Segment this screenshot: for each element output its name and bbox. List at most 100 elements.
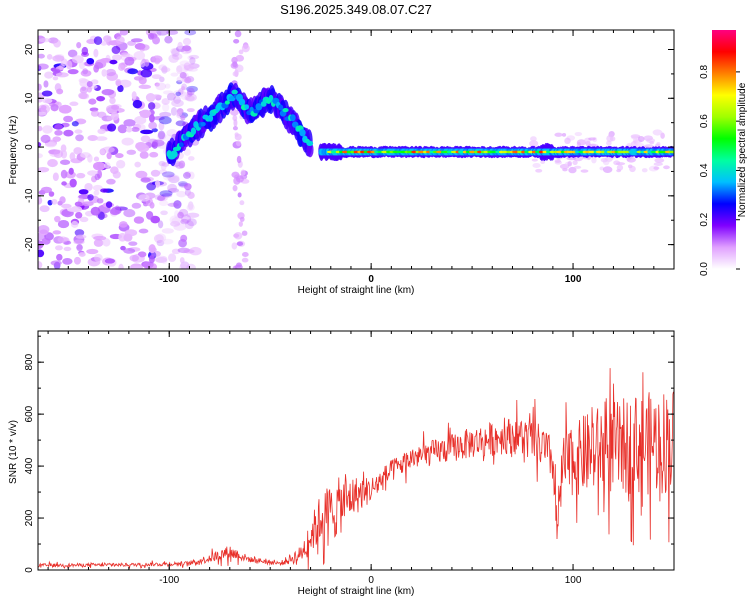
spectrogram-speckle: [235, 54, 245, 62]
spectrogram-speckle: [186, 64, 195, 70]
spectrogram-speckle: [161, 162, 170, 167]
spectrogram-speckle: [100, 188, 109, 193]
spectrogram-speckle: [52, 55, 65, 62]
spectrogram-speckle: [188, 171, 195, 180]
spectrogram-speckle: [163, 174, 176, 181]
spectrogram-speckle: [139, 151, 149, 159]
spectrogram-speckle: [189, 56, 196, 65]
spectrogram-speckle: [149, 247, 157, 252]
spectrogram-speckle: [180, 234, 188, 242]
spectrogram-speckle: [111, 104, 120, 110]
spectrogram-speckle: [166, 92, 176, 101]
spectrogram-speckle: [616, 164, 624, 171]
spectrogram-speckle: [176, 65, 183, 75]
spectrogram-speckle: [154, 194, 167, 201]
spectrogram-speckle: [81, 201, 94, 207]
spectrogram-speckle: [157, 195, 165, 202]
spectrogram-speckle: [93, 36, 103, 45]
spectrogram-speckle: [241, 257, 249, 263]
spectrogram-speckle: [151, 74, 162, 80]
spectrogram-speckle: [38, 125, 43, 132]
spectrogram-speckle: [38, 142, 42, 147]
snr-axes: -100 0 100 0 200 400 600 800: [24, 331, 675, 586]
spectrogram-speckle: [148, 121, 158, 130]
spectrogram-speckle: [56, 253, 63, 261]
spectrogram-speckle: [232, 115, 238, 122]
x-tick-label: 100: [565, 575, 582, 586]
spectrogram-speckle: [591, 157, 597, 164]
spectrogram-xlabel: Height of straight line (km): [298, 285, 415, 296]
colorbar-gradient: [712, 30, 736, 269]
spectrogram-speckle: [94, 62, 104, 70]
spectrogram-speckle: [653, 162, 663, 166]
spectrogram-speckle: [147, 32, 155, 40]
spectrogram-speckle: [183, 148, 191, 156]
spectrogram-speckle: [187, 191, 195, 199]
spectrogram-speckle: [240, 169, 246, 176]
spectrogram-speckle: [73, 256, 81, 265]
spectrogram-speckle: [59, 159, 71, 165]
spectrogram-speckle: [175, 91, 182, 97]
colorbar-tick-label: 0.2: [699, 212, 710, 226]
spectrogram-speckle: [145, 93, 156, 102]
spectrogram-speckle: [131, 91, 137, 100]
spectrogram-speckle: [184, 30, 197, 36]
spectrogram-speckle: [51, 198, 58, 205]
spectrogram-speckle: [135, 170, 148, 179]
spectrogram-speckle: [133, 51, 146, 60]
spectrogram-speckle: [150, 169, 161, 177]
spectrogram-speckle: [157, 220, 164, 229]
spectrogram-speckle: [63, 129, 74, 137]
spectrogram-speckle: [93, 156, 100, 162]
spectrogram-speckle: [179, 72, 187, 79]
colorbar-tick-label: 0.6: [699, 114, 710, 128]
spectrogram-speckle: [111, 54, 122, 61]
spectrogram-speckle: [75, 211, 83, 219]
spectrogram-speckle: [75, 234, 87, 239]
spectrogram-speckle: [101, 88, 115, 96]
arc-blob: [306, 142, 314, 158]
spectrogram-speckle: [241, 44, 250, 53]
spectrogram-speckle: [606, 135, 614, 142]
spectrogram-speckle: [53, 39, 61, 48]
spectrogram-speckle: [151, 55, 163, 63]
spectrogram-speckle: [131, 126, 140, 132]
spectrogram-speckle: [101, 69, 107, 77]
spectrogram-speckle: [232, 126, 238, 131]
spectrogram-speckle: [149, 202, 155, 209]
spectrogram-speckle: [86, 57, 95, 65]
x-tick-label: -100: [159, 274, 179, 285]
spectrogram-speckle: [138, 124, 146, 131]
spectrogram-speckle: [97, 211, 105, 221]
spectrogram-speckle: [78, 252, 86, 257]
spectrogram-speckle: [57, 236, 68, 243]
spectrogram-speckle: [159, 190, 173, 197]
spectrogram-speckle: [106, 152, 112, 160]
spectrogram-speckle: [90, 79, 99, 85]
spectrogram-speckle: [149, 114, 155, 123]
spectrogram-speckle: [186, 90, 193, 98]
spectrogram-speckle: [184, 76, 192, 84]
spectrogram-speckle: [70, 220, 79, 228]
spectrogram-speckle: [588, 137, 596, 141]
spectrogram-speckle: [189, 54, 200, 60]
spectrogram-speckle: [187, 55, 194, 60]
spectrogram-speckle: [145, 210, 154, 220]
spectrogram-speckle: [124, 56, 135, 66]
spectrogram-speckle: [78, 61, 86, 70]
spectrogram-speckle: [74, 129, 83, 134]
spectrogram-speckle: [38, 249, 45, 258]
spectrogram-speckle: [629, 165, 636, 173]
spectrogram-speckle: [235, 175, 244, 183]
spectrogram-speckle: [93, 238, 104, 247]
spectrogram-speckle: [148, 255, 155, 264]
spectrogram-speckle: [166, 129, 178, 137]
spectrogram-speckle: [94, 173, 101, 181]
spectrogram-speckle: [154, 255, 168, 262]
spectrogram-speckle: [73, 239, 85, 245]
spectrogram-speckle: [138, 194, 150, 202]
spectrogram-speckle: [115, 80, 122, 87]
spectrogram-speckle: [160, 210, 168, 216]
spectrogram-speckle: [140, 44, 150, 51]
spectrogram-speckle: [41, 238, 51, 245]
